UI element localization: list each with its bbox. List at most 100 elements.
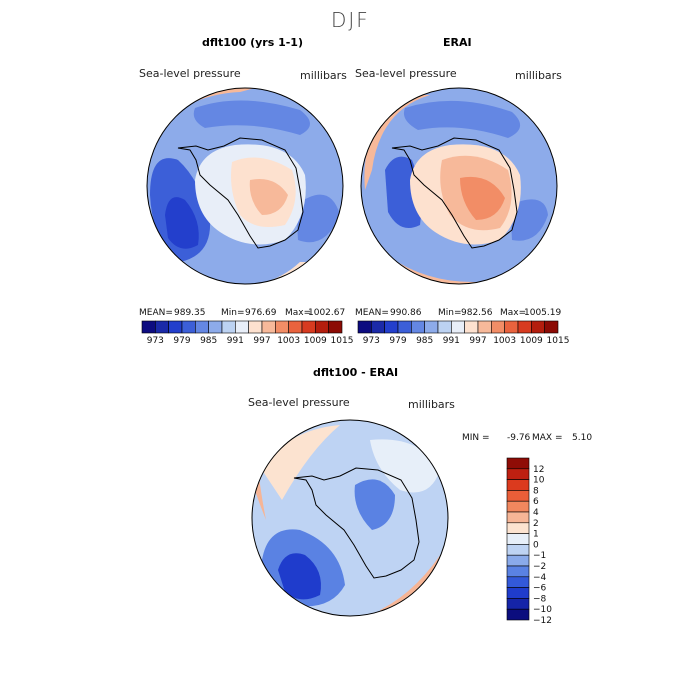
colorbar-2-tick-label: 1015 bbox=[547, 336, 570, 346]
colorbar-2-swatch bbox=[437, 320, 452, 334]
colorbar-3-tick-label: 10 bbox=[533, 476, 545, 486]
colorbar-2-tick-label: 1003 bbox=[493, 336, 516, 346]
colorbar-1-tick-label: 991 bbox=[227, 336, 244, 346]
colorbar-3-tick-label: −1 bbox=[533, 551, 546, 561]
panel-1-max: 1002.67 bbox=[308, 308, 346, 318]
colorbar-1-swatch bbox=[261, 320, 276, 334]
map-1-coastline bbox=[177, 137, 304, 249]
panel-2-max: 1005.19 bbox=[524, 308, 562, 318]
map-1-warm-edge-2 bbox=[220, 262, 320, 284]
colorbar-1-swatch bbox=[235, 320, 249, 334]
panel-1-units: millibars bbox=[300, 69, 347, 82]
colorbar-3-swatch bbox=[506, 511, 530, 524]
colorbar-2-tick-label: 991 bbox=[443, 336, 460, 346]
panel-1-title: dflt100 (yrs 1-1) bbox=[202, 36, 303, 49]
colorbar-3-tick-label: −2 bbox=[533, 562, 546, 572]
colorbar-3-swatch bbox=[506, 565, 530, 578]
colorbar-3-swatch bbox=[506, 608, 530, 621]
panel-2-min-label: Min= bbox=[438, 308, 462, 318]
map-3-low-center bbox=[354, 479, 395, 530]
colorbar-3-swatch bbox=[506, 598, 530, 610]
map-1-border bbox=[146, 87, 344, 285]
colorbar-2-swatch bbox=[464, 320, 479, 334]
panel-2-min: 982.56 bbox=[461, 308, 493, 318]
panel-1-max-label: Max= bbox=[285, 308, 312, 318]
panel-3-units: millibars bbox=[408, 398, 455, 411]
map-3-warm-north bbox=[262, 425, 340, 500]
colorbar-2-tick-label: 997 bbox=[469, 336, 486, 346]
figure-title: DJF bbox=[331, 8, 370, 32]
colorbar-2-swatch bbox=[411, 320, 425, 334]
colorbar-3-tick-label: 6 bbox=[533, 497, 539, 507]
panel-2-mean: 990.86 bbox=[390, 308, 422, 318]
colorbar-3-tick-label: 1 bbox=[533, 530, 539, 540]
map-2-coastline bbox=[391, 137, 518, 249]
colorbar-2-swatch bbox=[451, 320, 465, 334]
map-2-high-core bbox=[460, 176, 505, 220]
panel-2-variable: Sea-level pressure bbox=[355, 67, 457, 80]
colorbar-1-swatch bbox=[221, 320, 236, 334]
colorbar-1-swatch bbox=[275, 320, 289, 334]
colorbar-3-swatch bbox=[506, 500, 530, 513]
colorbar-2-swatch bbox=[397, 320, 412, 334]
panel-3-min-label: MIN = bbox=[462, 433, 490, 443]
panel-2-title: ERAI bbox=[443, 36, 472, 49]
panel-2-max-label: Max= bbox=[500, 308, 527, 318]
colorbar-2-swatch bbox=[531, 320, 545, 334]
colorbar-3-tick-label: −12 bbox=[533, 616, 552, 626]
map-3-low-southwest-core bbox=[278, 553, 321, 600]
colorbar-2-tick-label: 1009 bbox=[520, 336, 543, 346]
panel-2-units: millibars bbox=[515, 69, 562, 82]
panel-1-mean: 989.35 bbox=[174, 308, 206, 318]
colorbar-2-swatch bbox=[504, 320, 519, 334]
colorbar-3-swatch bbox=[506, 490, 530, 502]
panel-3-max: 5.10 bbox=[572, 433, 593, 443]
colorbar-1-swatch bbox=[141, 320, 156, 334]
colorbar-1-swatch bbox=[248, 320, 263, 334]
panel-3-variable: Sea-level pressure bbox=[248, 396, 350, 409]
colorbar-3-swatch bbox=[506, 587, 530, 599]
colorbar-2-tick-label: 973 bbox=[363, 336, 380, 346]
colorbar-3-swatch bbox=[506, 457, 530, 470]
map-3 bbox=[251, 419, 449, 617]
map-3-border bbox=[251, 419, 449, 617]
colorbar-3-tick-label: −4 bbox=[533, 573, 547, 583]
map-1-low-west-core bbox=[165, 197, 199, 249]
colorbar-1-swatch bbox=[208, 320, 223, 334]
colorbar-3-swatch bbox=[506, 554, 530, 567]
map-1-low-north bbox=[193, 100, 310, 135]
colorbar-2-tick-label: 985 bbox=[416, 336, 433, 346]
colorbar-2: 973 979 985 991 997 1003 1009 1015 bbox=[357, 320, 570, 346]
colorbar-3-tick-label: 4 bbox=[533, 508, 539, 518]
colorbar-2-swatch bbox=[477, 320, 492, 334]
colorbar-2-swatch bbox=[517, 320, 532, 334]
colorbar-3-swatch bbox=[506, 576, 530, 588]
map-2-low-north bbox=[403, 100, 521, 138]
colorbar-1-tick-label: 985 bbox=[200, 336, 217, 346]
map-2 bbox=[360, 87, 558, 285]
map-2-border bbox=[360, 87, 558, 285]
colorbar-1-swatch bbox=[168, 320, 183, 334]
map-1 bbox=[146, 87, 344, 285]
colorbar-1: 973 979 985 991 997 1003 1009 1015 bbox=[141, 320, 353, 346]
colorbar-1-tick-label: 1003 bbox=[277, 336, 300, 346]
colorbar-1-swatch bbox=[315, 320, 329, 334]
colorbar-3-tick-label: 8 bbox=[533, 486, 539, 496]
colorbar-2-swatch bbox=[371, 320, 385, 334]
colorbar-3-tick-label: 12 bbox=[533, 465, 544, 475]
colorbar-3-swatch bbox=[506, 544, 530, 556]
colorbar-1-swatch bbox=[328, 320, 343, 334]
colorbar-3-swatch bbox=[506, 479, 530, 491]
colorbar-3-swatch bbox=[506, 533, 530, 545]
colorbar-3-swatch bbox=[506, 522, 530, 534]
colorbar-2-swatch bbox=[357, 320, 372, 334]
colorbar-1-swatch bbox=[181, 320, 196, 334]
panel-1-mean-label: MEAN= bbox=[139, 308, 173, 318]
panel-1-min-label: Min= bbox=[221, 308, 245, 318]
colorbar-2-swatch bbox=[544, 320, 559, 334]
map-1-low-east bbox=[296, 194, 340, 243]
map-3-coastline bbox=[293, 467, 420, 579]
colorbar-2-swatch bbox=[424, 320, 439, 334]
